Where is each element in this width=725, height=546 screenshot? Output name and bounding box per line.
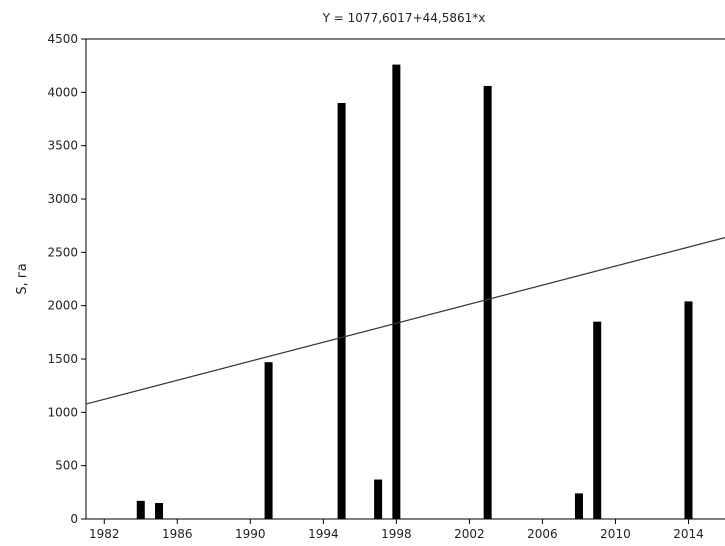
bar <box>337 103 346 519</box>
bar <box>483 85 492 519</box>
bar <box>374 479 383 519</box>
bar <box>264 362 273 519</box>
x-tick-label: 2006 <box>527 527 558 541</box>
x-tick-label: 2010 <box>600 527 631 541</box>
trend-line <box>85 237 725 405</box>
y-tick-label: 4000 <box>47 85 78 99</box>
x-tick-label: 1986 <box>162 527 193 541</box>
bar <box>136 500 145 519</box>
chart-title: Y = 1077,6017+44,5861*x <box>322 11 486 25</box>
x-tick-label: 2014 <box>673 527 704 541</box>
bar <box>574 493 583 519</box>
y-tick-label: 0 <box>70 512 78 526</box>
bar <box>392 64 401 519</box>
bar <box>684 301 693 519</box>
y-axis-label: S, га <box>15 263 30 294</box>
y-tick-label: 2500 <box>47 245 78 259</box>
y-tick-label: 500 <box>55 459 78 473</box>
y-tick-label: 3500 <box>47 139 78 153</box>
x-tick-label: 2002 <box>454 527 485 541</box>
x-tick-label: 1994 <box>308 527 339 541</box>
y-tick-label: 3000 <box>47 192 78 206</box>
bar <box>593 321 602 519</box>
y-tick-label: 2000 <box>47 299 78 313</box>
x-tick-label: 1982 <box>89 527 120 541</box>
x-tick-label: 1990 <box>235 527 266 541</box>
plot-area: 0 500 1000 1500 2000 2500 3000 3500 4000 4500 1982… <box>47 32 725 541</box>
y-tick-label: 1000 <box>47 405 78 419</box>
y-tick-label: 4500 <box>47 32 78 46</box>
x-tick-label: 1998 <box>381 527 412 541</box>
y-tick-label: 1500 <box>47 352 78 366</box>
bar <box>155 503 164 519</box>
